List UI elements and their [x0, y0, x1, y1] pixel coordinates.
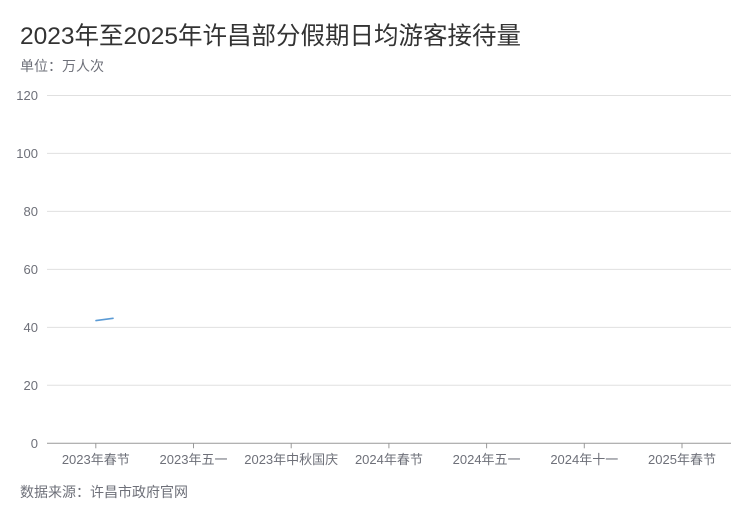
svg-text:20: 20 [24, 378, 38, 393]
svg-text:0: 0 [31, 436, 38, 451]
svg-text:2024年春节: 2024年春节 [355, 452, 423, 467]
svg-text:60: 60 [24, 262, 38, 277]
svg-text:2024年十一: 2024年十一 [550, 452, 618, 467]
svg-text:2024年五一: 2024年五一 [453, 452, 521, 467]
svg-text:40: 40 [24, 320, 38, 335]
svg-text:2023年五一: 2023年五一 [160, 452, 228, 467]
svg-text:2023年春节: 2023年春节 [62, 452, 130, 467]
svg-text:80: 80 [24, 204, 38, 219]
svg-text:2023年中秋国庆: 2023年中秋国庆 [244, 452, 338, 467]
svg-text:120: 120 [16, 88, 38, 103]
svg-text:100: 100 [16, 146, 38, 161]
svg-text:2025年春节: 2025年春节 [648, 452, 716, 467]
